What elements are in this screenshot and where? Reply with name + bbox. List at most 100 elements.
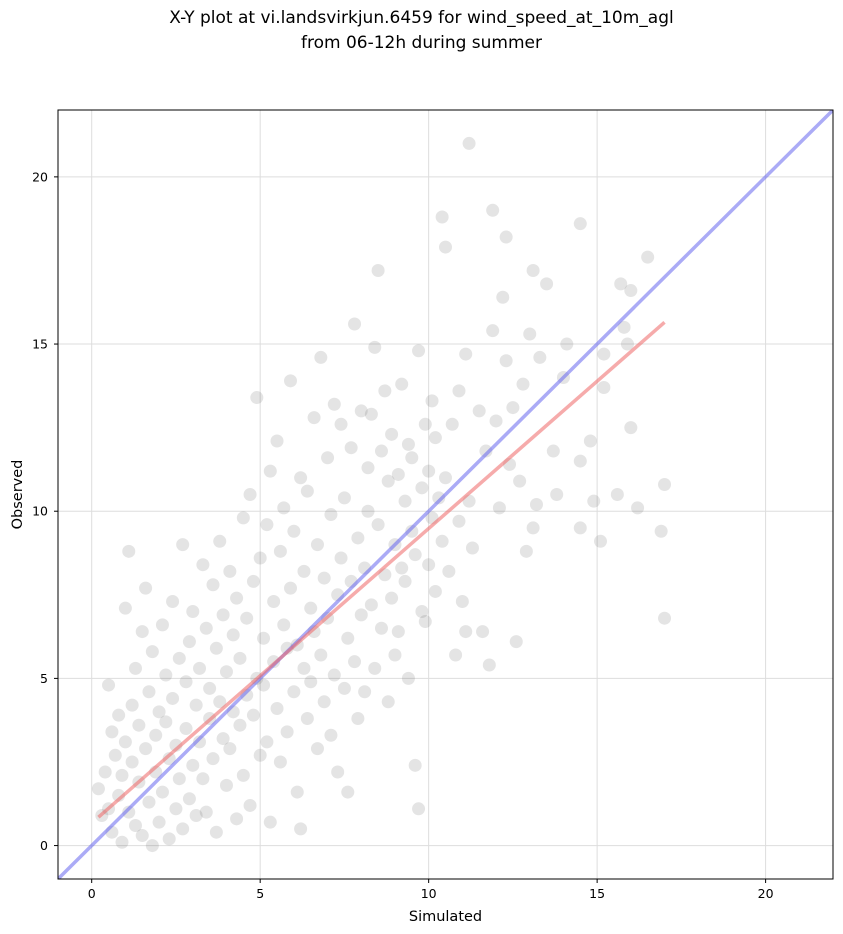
scatter-point xyxy=(105,725,119,739)
scatter-point xyxy=(496,290,510,304)
regression-line xyxy=(97,320,666,819)
x-tick-label: 0 xyxy=(88,886,96,901)
scatter-point xyxy=(489,414,503,428)
scatter-point xyxy=(658,477,672,491)
scatter-point xyxy=(166,594,180,608)
scatter-point xyxy=(273,544,287,558)
scatter-point xyxy=(617,320,631,334)
scatter-point xyxy=(395,377,409,391)
scatter-point xyxy=(270,701,284,715)
scatter-point xyxy=(223,564,237,578)
scatter-point xyxy=(459,625,473,639)
scatter-point xyxy=(371,263,385,277)
scatter-point xyxy=(385,427,399,441)
scatter-point xyxy=(149,728,163,742)
scatter-point xyxy=(381,474,395,488)
scatter-point xyxy=(439,471,452,485)
x-axis-label: Simulated xyxy=(409,909,482,925)
scatter-point xyxy=(182,792,196,806)
scatter-point xyxy=(162,752,176,766)
scatter-point xyxy=(401,671,415,685)
scatter-point xyxy=(442,564,456,578)
scatter-point xyxy=(573,217,587,231)
scatter-point xyxy=(560,337,574,351)
scatter-point xyxy=(401,437,415,451)
scatter-point xyxy=(102,678,116,692)
scatter-point xyxy=(351,712,365,726)
scatter-point xyxy=(459,347,473,361)
scatter-point xyxy=(310,538,324,552)
grid-lines xyxy=(58,110,833,879)
scatter-point xyxy=(226,628,240,642)
scatter-point xyxy=(364,407,378,421)
scatter-point xyxy=(155,785,169,799)
scatter-point xyxy=(159,715,173,729)
scatter-point xyxy=(209,641,223,655)
scatter-point xyxy=(118,601,132,615)
scatter-point xyxy=(304,675,318,689)
x-tick-label: 5 xyxy=(256,886,264,901)
scatter-point xyxy=(115,835,129,849)
scatter-point xyxy=(334,417,348,431)
scatter-point xyxy=(129,819,142,833)
scatter-point xyxy=(257,631,271,645)
scatter-point xyxy=(334,551,348,565)
scatter-point xyxy=(280,725,294,739)
scatter-point xyxy=(236,768,250,782)
scatter-point xyxy=(395,561,409,575)
scatter-point xyxy=(533,350,547,364)
scatter-point xyxy=(310,742,324,756)
scatter-point xyxy=(182,635,196,649)
y-tick-label: 10 xyxy=(32,504,48,519)
scatter-point xyxy=(631,501,645,515)
scatter-point xyxy=(213,695,227,709)
scatter-point xyxy=(129,661,142,675)
scatter-point xyxy=(479,444,493,458)
chart-title-line-1: X-Y plot at vi.landsvirkjun.6459 for win… xyxy=(169,8,673,28)
scatter-point xyxy=(405,451,419,465)
scatter-point xyxy=(398,574,412,588)
scatter-point xyxy=(260,518,274,532)
scatter-point xyxy=(243,798,257,812)
scatter-point xyxy=(233,651,247,665)
scatter-point xyxy=(506,401,520,415)
scatter-point xyxy=(246,708,260,722)
scatter-point xyxy=(203,681,217,695)
scatter-point xyxy=(230,812,244,826)
scatter-point xyxy=(179,722,193,736)
scatter-point xyxy=(189,698,203,712)
scatter-point xyxy=(341,631,355,645)
scatter-point xyxy=(152,815,166,829)
scatter-point xyxy=(587,494,601,508)
scatter-point xyxy=(405,524,419,538)
scatter-point xyxy=(415,481,429,495)
scatter-point xyxy=(216,608,230,622)
scatter-point xyxy=(550,488,564,501)
scatter-point xyxy=(284,374,297,388)
scatter-point xyxy=(219,665,233,679)
scatter-point xyxy=(391,467,405,481)
scatter-point xyxy=(452,514,466,528)
scatter-point xyxy=(186,758,200,772)
scatter-point xyxy=(624,284,638,298)
scatter-point xyxy=(641,250,655,264)
scatter-point xyxy=(118,735,132,749)
scatter-point xyxy=(516,377,530,391)
scatter-point xyxy=(368,661,382,675)
scatter-point xyxy=(573,454,587,468)
scatter-point xyxy=(529,498,543,512)
scatter-point xyxy=(135,625,149,639)
scatter-point xyxy=(112,708,126,722)
scatter-point xyxy=(290,785,304,799)
scatter-point xyxy=(391,625,405,639)
chart-title-line-2: from 06-12h during summer xyxy=(301,33,542,53)
scatter-point xyxy=(425,394,439,408)
scatter-point xyxy=(145,839,159,853)
scatter-point xyxy=(223,742,237,756)
scatter-point xyxy=(422,464,436,478)
scatter-point xyxy=(122,544,136,558)
scatter-point xyxy=(307,411,321,425)
x-tick-label: 10 xyxy=(421,886,437,901)
scatter-point xyxy=(196,558,210,572)
scatter-point xyxy=(270,434,284,448)
